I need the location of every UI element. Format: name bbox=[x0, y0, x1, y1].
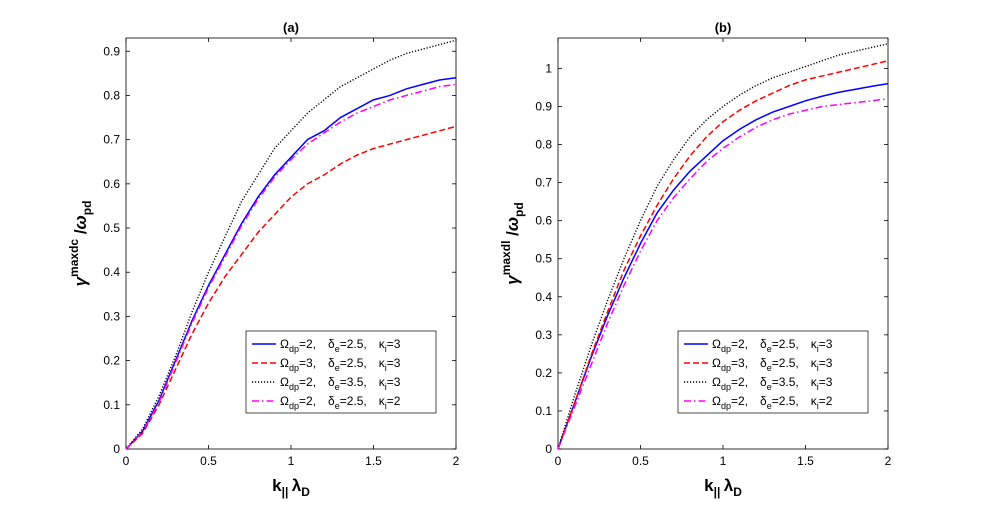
panel-a: 0 0.5 1 1.5 2 0 0.1 0.2 0.3 0.4 0.5 0.6 0.7 0.8 0.9 (a)… bbox=[67, 20, 460, 499]
y-tick-label: 0.1 bbox=[103, 398, 120, 412]
series-line-3 bbox=[557, 43, 889, 450]
series-line-2 bbox=[557, 60, 889, 450]
legend-entry-3: Ωdp=2, δe=3.5, κi=3 bbox=[280, 375, 401, 392]
series-line-1 bbox=[125, 77, 457, 450]
x-axis-label: k|| λD bbox=[272, 476, 310, 499]
y-tick-label: 0.2 bbox=[535, 366, 552, 380]
y-tick-label: 0.5 bbox=[535, 252, 552, 266]
y-tick-label: 0.6 bbox=[535, 214, 552, 228]
series-line-1 bbox=[557, 82, 889, 450]
panel-title: (a) bbox=[283, 20, 299, 35]
x-tick-label: 2 bbox=[885, 454, 892, 468]
y-tick-label: 0.9 bbox=[103, 44, 120, 58]
x-tick-label: 0 bbox=[123, 454, 130, 468]
y-tick-label: 0.7 bbox=[103, 133, 120, 147]
x-tick-label: 0 bbox=[555, 454, 562, 468]
y-tick-label: 0.3 bbox=[535, 328, 552, 342]
y-axis-label: γmaxdl /ωpd bbox=[499, 202, 526, 284]
legend-entry-2: Ωdp=3, δe=2.5, κi=3 bbox=[280, 356, 401, 373]
legend-entry-1: Ωdp=2, δe=2.5, κi=3 bbox=[280, 337, 401, 354]
legend-entry-1: Ωdp=2, δe=2.5, κi=3 bbox=[712, 337, 833, 354]
panel-b: 0 0.5 1 1.5 2 0 0.1 0.2 0.3 0.4 0.5 0.6 0.7 0.8 0.9 1 (b… bbox=[499, 20, 892, 499]
series-line-2 bbox=[125, 125, 457, 450]
series-line-3 bbox=[125, 39, 457, 450]
y-tick-label: 0.7 bbox=[535, 176, 552, 190]
x-tick-label: 1 bbox=[720, 454, 727, 468]
legend-entry-2: Ωdp=3, δe=2.5, κi=3 bbox=[712, 356, 833, 373]
x-tick-label: 1.5 bbox=[797, 454, 814, 468]
x-tick-label: 0.5 bbox=[200, 454, 217, 468]
x-tick-label: 1 bbox=[288, 454, 295, 468]
y-tick-label: 0 bbox=[113, 442, 120, 456]
y-axis-label: γmaxdc /ωpd bbox=[67, 201, 94, 287]
y-tick-label: 0.3 bbox=[103, 309, 120, 323]
x-tick-label: 0.5 bbox=[632, 454, 649, 468]
y-tick-label: 0.9 bbox=[535, 100, 552, 114]
legend-entry-4: Ωdp=2, δe=2.5, κi=2 bbox=[712, 394, 833, 411]
x-tick-label: 2 bbox=[453, 454, 460, 468]
y-tick-label: 0 bbox=[545, 442, 552, 456]
series-line-4 bbox=[125, 83, 457, 450]
legend-box bbox=[245, 330, 437, 414]
legend-entry-4: Ωdp=2, δe=2.5, κi=2 bbox=[280, 394, 401, 411]
y-tick-label: 0.1 bbox=[535, 404, 552, 418]
y-tick-label: 0.8 bbox=[103, 88, 120, 102]
y-tick-label: 0.8 bbox=[535, 138, 552, 152]
y-tick-label: 0.6 bbox=[103, 177, 120, 191]
y-tick-label: 1 bbox=[545, 61, 552, 75]
y-tick-label: 0.2 bbox=[103, 354, 120, 368]
panel-title: (b) bbox=[715, 20, 732, 35]
y-tick-label: 0.4 bbox=[535, 290, 552, 304]
legend: Ωdp=2, δe=2.5, κi=3 Ωdp=3, δe=2.5, κi=3 Ωd… bbox=[245, 330, 437, 414]
x-tick-label: 1.5 bbox=[365, 454, 382, 468]
series-line-4 bbox=[557, 98, 889, 450]
y-tick-label: 0.5 bbox=[103, 221, 120, 235]
legend: Ωdp=2, δe=2.5, κi=3 Ωdp=3, δe=2.5, κi=3 Ωd… bbox=[677, 330, 869, 414]
x-axis-label: k|| λD bbox=[704, 476, 742, 499]
legend-box bbox=[677, 330, 869, 414]
legend-entry-3: Ωdp=2, δe=3.5, κi=3 bbox=[712, 375, 833, 392]
y-tick-label: 0.4 bbox=[103, 265, 120, 279]
